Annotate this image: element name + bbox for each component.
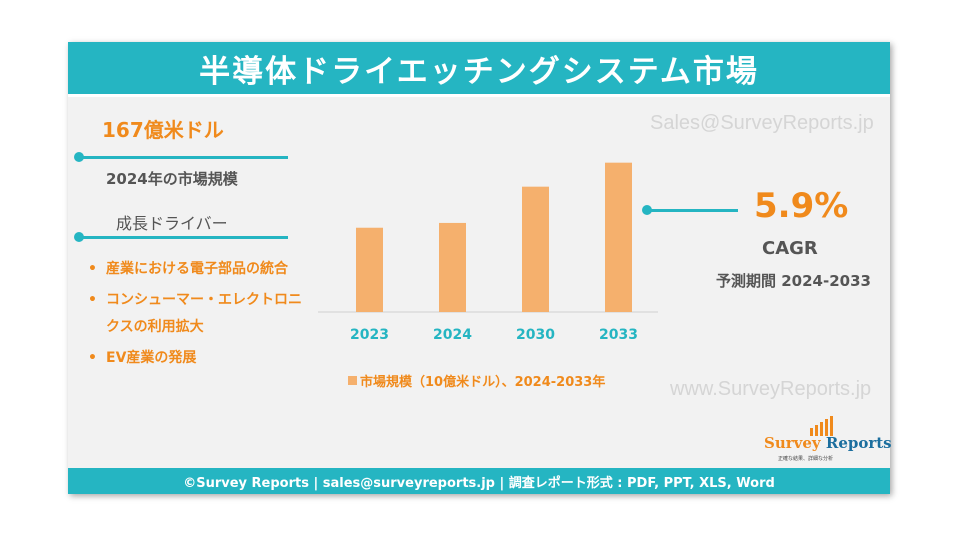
logo-tagline: 正確な結果、詳細な分析 xyxy=(778,456,834,462)
driver-item-text: コンシューマー・エレクトロニクスの利用拡大 xyxy=(106,292,302,335)
header-banner: 半導体ドライエッチングシステム市場 xyxy=(68,42,890,97)
bullet-icon: • xyxy=(88,292,97,308)
forecast-period-label: 予測期間 2024-2033 xyxy=(716,272,871,290)
driver-item-text: EV産業の発展 xyxy=(106,350,197,366)
driver-item-text: 産業における電子部品の統合 xyxy=(106,261,288,277)
x-tick-label: 2023 xyxy=(350,327,389,343)
legend-swatch xyxy=(348,376,357,385)
cagr-label: CAGR xyxy=(762,238,818,259)
logo-name-part1: Survey xyxy=(764,434,821,452)
bullet-icon: • xyxy=(88,261,97,277)
market-size-bar-chart: 2023 2024 2030 2033 xyxy=(318,162,658,343)
x-tick-label: 2024 xyxy=(433,327,472,343)
x-tick-label: 2030 xyxy=(516,327,555,343)
footer-banner: ©Survey Reports | sales@surveyreports.jp… xyxy=(68,468,890,494)
legend-label: 市場規模（10億米ドル）、2024-2033年 xyxy=(360,375,606,390)
x-tick-label: 2033 xyxy=(599,327,638,343)
bar-2030 xyxy=(522,186,549,312)
cagr-value: 5.9% xyxy=(754,186,849,226)
logo-wordmark: Survey Reports xyxy=(764,434,892,452)
market-size-line xyxy=(78,156,288,159)
growth-drivers-title: 成長ドライバー xyxy=(116,214,228,233)
bar-chart-logo-icon xyxy=(810,416,833,436)
driver-item: • コンシューマー・エレクトロニクスの利用拡大 xyxy=(84,287,306,341)
logo-name-part2: Reports xyxy=(820,434,892,452)
infographic-card: 半導体ドライエッチングシステム市場 167億米ドル 2024年の市場規模 成長ド… xyxy=(68,42,892,494)
cagr-line-dot xyxy=(642,205,652,215)
survey-reports-logo: Survey Reports 正確な結果、詳細な分析 xyxy=(764,416,892,464)
watermark-url: www.SurveyReports.jp xyxy=(670,378,872,400)
bar-2023 xyxy=(356,227,383,312)
market-size-label: 2024年の市場規模 xyxy=(106,170,238,188)
footer-text: ©Survey Reports | sales@surveyreports.jp… xyxy=(183,475,775,491)
bar-2033 xyxy=(605,162,632,312)
cagr-line xyxy=(648,209,738,212)
driver-item: • 産業における電子部品の統合 xyxy=(84,256,306,283)
page-title: 半導体ドライエッチングシステム市場 xyxy=(199,53,759,90)
driver-item: • EV産業の発展 xyxy=(84,345,306,372)
growth-drivers-list: • 産業における電子部品の統合 • コンシューマー・エレクトロニクスの利用拡大 • E… xyxy=(84,256,306,376)
bullet-icon: • xyxy=(88,350,97,366)
chart-legend: 市場規模（10億米ドル）、2024-2033年 xyxy=(348,371,605,390)
watermark-email: Sales@SurveyReports.jp xyxy=(650,112,874,134)
bar-2024 xyxy=(439,222,466,312)
market-size-value: 167億米ドル xyxy=(102,118,224,142)
drivers-line xyxy=(78,236,288,239)
